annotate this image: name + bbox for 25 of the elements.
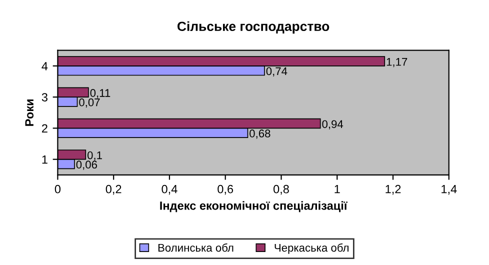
- data-label: 0,11: [90, 89, 110, 98]
- y-tick-label: 2: [42, 124, 48, 132]
- x-axis-title: Індекс економічної спеціалізації: [160, 201, 348, 212]
- y-axis-title: Роки: [25, 99, 34, 126]
- y-tick-label: 1: [42, 155, 48, 164]
- y-tick-label: 4: [42, 62, 48, 70]
- x-tick-label: 1,4: [442, 185, 457, 195]
- x-tick-label: 0,4: [162, 184, 178, 195]
- legend-label: Черкаська обл: [274, 243, 348, 254]
- x-tick-label: 0,8: [274, 184, 289, 195]
- chart-title: Сільське господарство: [178, 21, 330, 34]
- data-label: 0,94: [322, 120, 344, 130]
- data-label: 0,68: [250, 130, 270, 139]
- x-tick-label: 0,2: [106, 184, 122, 195]
- legend-label: Волинська обл: [158, 243, 234, 252]
- data-label: 0,74: [266, 67, 288, 76]
- data-label: 1,17: [386, 58, 408, 68]
- x-tick-label: 0,6: [218, 184, 234, 195]
- y-tick-label: 3: [42, 93, 48, 102]
- data-label: 0,1: [87, 151, 102, 161]
- x-tick-label: 1,2: [386, 184, 401, 195]
- x-tick-label: 1: [334, 185, 340, 194]
- data-label: 0,07: [79, 98, 100, 108]
- data-label: 0,06: [76, 160, 97, 170]
- x-tick-label: 0: [54, 184, 61, 194]
